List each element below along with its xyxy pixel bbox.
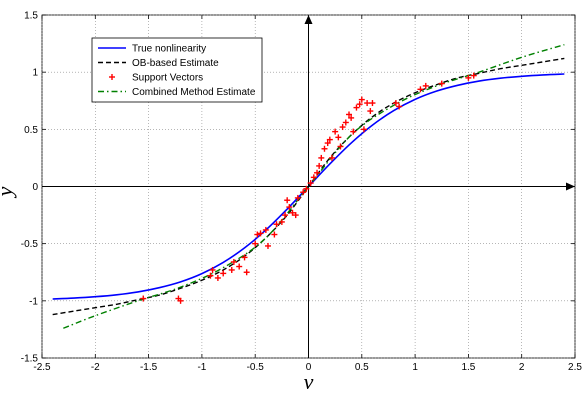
support-vectors-point (230, 258, 237, 265)
x-tick-label: 1 (412, 362, 418, 373)
support-vectors-point (346, 111, 353, 118)
support-vectors-point (300, 189, 307, 196)
support-vectors-point (358, 96, 365, 103)
support-vectors-point (369, 100, 376, 107)
x-tick-label: 1.5 (461, 362, 475, 373)
support-vectors-point (307, 180, 314, 187)
support-vectors-point (262, 226, 269, 233)
y-tick-label: 1 (32, 68, 38, 79)
x-tick-label: -1.5 (140, 362, 158, 373)
y-tick-label: 0 (32, 182, 38, 193)
legend-label-combined-method-estimate: Combined Method Estimate (132, 87, 256, 98)
support-vectors-point (328, 154, 335, 161)
support-vectors-point (364, 100, 371, 107)
support-vectors-point (303, 185, 310, 192)
support-vectors-point (207, 272, 214, 279)
x-tick-label: -0.5 (247, 362, 265, 373)
x-tick-label: -1 (197, 362, 206, 373)
y-tick-label: -1 (29, 296, 38, 307)
support-vectors-point (392, 100, 399, 107)
x-tick-label: 0.5 (355, 362, 369, 373)
support-vectors-point (356, 101, 363, 108)
support-vectors-point (367, 108, 374, 115)
support-vectors-point (310, 174, 317, 181)
support-vectors-point (348, 114, 355, 121)
legend-label-support-vectors: Support Vectors (132, 73, 203, 84)
support-vectors-point (332, 128, 339, 135)
y-tick-label: -0.5 (21, 239, 39, 250)
legend-label-ob-based-estimate: OB-based Estimate (132, 58, 219, 69)
y-tick-label: 1.5 (24, 11, 38, 22)
legend-label-true-nonlinearity: True nonlinearity (132, 44, 206, 55)
support-vectors-point (284, 197, 291, 204)
support-vectors-point (236, 263, 243, 270)
x-tick-label: -2.5 (33, 362, 51, 373)
support-vectors-point (271, 231, 278, 238)
y-axis-title: y (0, 186, 17, 198)
x-tick-label: 2.5 (568, 362, 582, 373)
support-vectors-point (177, 297, 184, 304)
x-axis-arrow (566, 182, 575, 191)
support-vectors-point (342, 119, 349, 126)
support-vectors-point (289, 209, 296, 216)
support-vectors-point (241, 254, 248, 261)
y-axis-arrow (304, 15, 313, 24)
support-vectors-point (465, 74, 472, 81)
support-vectors-point (335, 134, 342, 141)
support-vectors-point (321, 145, 328, 152)
support-vectors-point (214, 274, 221, 281)
x-axis-title: v (304, 369, 314, 392)
support-vectors-point (278, 218, 285, 225)
support-vectors-point (209, 266, 216, 273)
support-vectors-point (318, 154, 325, 161)
support-vectors-point (257, 230, 264, 237)
support-vectors-point (422, 82, 429, 89)
support-vectors-point (292, 212, 299, 219)
support-vectors-point (324, 140, 331, 147)
support-vectors-point (294, 194, 301, 201)
support-vectors-point (470, 72, 477, 79)
support-vectors-point (273, 221, 280, 228)
support-vectors-point (316, 162, 323, 169)
support-vectors-point (314, 169, 321, 176)
support-vectors-point (264, 242, 271, 249)
support-vectors-point (326, 136, 333, 143)
support-vectors-point (228, 266, 235, 273)
x-tick-label: 0 (306, 362, 312, 373)
support-vectors-point (438, 80, 445, 87)
support-vectors-point (337, 143, 344, 150)
legend-marker-support-vectors (109, 74, 115, 80)
support-vectors-point (140, 295, 147, 302)
x-tick-label: 2 (519, 362, 525, 373)
support-vectors-point (339, 124, 346, 131)
support-vectors-point (243, 269, 250, 276)
support-vectors-point (360, 126, 367, 133)
y-tick-label: -1.5 (21, 354, 39, 365)
support-vectors-point (350, 128, 357, 135)
support-vectors-point (254, 231, 261, 238)
support-vectors-point (353, 104, 360, 111)
support-vectors-point (252, 240, 259, 247)
ob-based-estimate-line (52, 57, 565, 316)
support-vectors-point (396, 103, 403, 110)
support-vectors-point (282, 212, 289, 219)
x-tick-label: -2 (91, 362, 100, 373)
legend: True nonlinearity OB-based Estimate Suppor… (91, 37, 263, 103)
support-vectors-point (286, 204, 293, 211)
combined-method-estimate-line (63, 44, 565, 329)
y-tick-label: 0.5 (24, 125, 38, 136)
support-vectors-point (220, 270, 227, 277)
support-vectors-point (417, 86, 424, 93)
